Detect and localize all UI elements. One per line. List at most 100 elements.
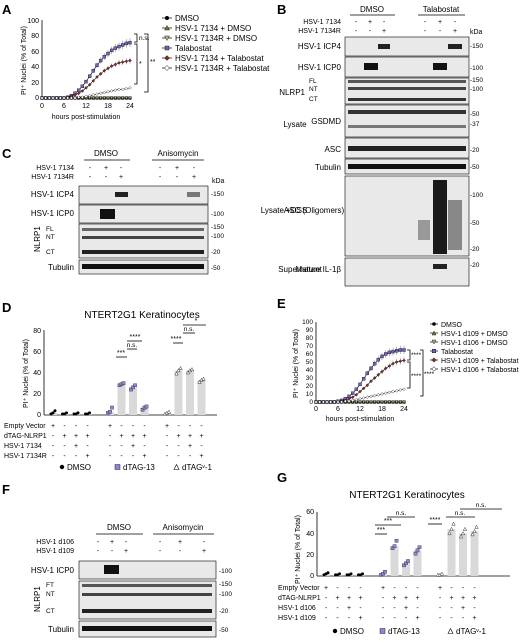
g-signs-sign: +: [347, 605, 351, 612]
e-legend-marker: [431, 366, 437, 372]
b-band: [348, 80, 466, 83]
g-signs-sign: -: [348, 585, 351, 592]
d-signs-sign: -: [177, 443, 180, 450]
e-yticks: 0 10 20 30 40 50 60 70 80 90 100: [302, 319, 313, 406]
b-group-label: Talabostat: [423, 5, 460, 14]
a-data-point: [80, 95, 85, 99]
e-xtick: 6: [336, 406, 340, 413]
g-bar: [459, 533, 467, 576]
d-row-label: HSV-1 7134R: [4, 453, 47, 460]
f-blot-icp0: [78, 560, 217, 580]
g-signs-sign: -: [450, 615, 453, 622]
e-xtick: 12: [356, 406, 364, 413]
g-signs-sign: +: [358, 595, 362, 602]
e-data-point: [350, 391, 355, 395]
b-band: [348, 87, 466, 90]
e-ytick: 100: [302, 319, 313, 326]
a-bracket: [134, 43, 138, 85]
a-data-point: [113, 46, 118, 50]
a-data-point: [120, 87, 125, 92]
e-data-point: [376, 393, 381, 397]
d-signs-sign: +: [176, 433, 180, 440]
a-data-point: [120, 43, 125, 47]
d-data-point: [76, 411, 80, 415]
e-sig: ****: [411, 373, 422, 380]
d-row-label: Empty Vector: [4, 423, 46, 430]
panel-b: DMSO Talabostat HSV-1 7134 HSV-1 7134R -…: [261, 5, 483, 287]
d-signs-sign: -: [86, 443, 89, 450]
g-signs-sign: +: [347, 595, 351, 602]
e-ytick: 50: [306, 359, 314, 366]
g-row-labels: Empty Vector dTAG-NLRP1 HSV-1 d106 HSV-1…: [278, 585, 321, 622]
g-data-point: [394, 539, 399, 543]
b-band: [378, 44, 390, 49]
f-signs-sign: +: [178, 539, 182, 546]
c-signs-sign: +: [104, 165, 108, 172]
c-band: [187, 192, 200, 197]
d-signs-sign: -: [143, 423, 146, 430]
g-data-point: [415, 548, 420, 553]
d-legend: DMSO dTAG-13 dTAGᵛ-1: [59, 463, 213, 472]
g-signs-sign: +: [438, 585, 442, 592]
panel-label-d: D: [2, 300, 11, 315]
a-xtick: 24: [126, 103, 134, 110]
panel-label-g: G: [277, 470, 287, 485]
e-xtick: 24: [400, 406, 408, 413]
b-band: [448, 200, 462, 250]
d-legend-entry: dTAG-13: [123, 463, 155, 472]
b-section-label: Supernatant: [278, 265, 322, 274]
e-data-point: [369, 400, 373, 404]
d-ytick: 0: [37, 412, 41, 419]
b-signs-sign: +: [453, 28, 457, 35]
g-sig-brackets: *** *** n.s. **** n.s. n.s.: [375, 502, 502, 535]
c-band-label: Tubulin: [48, 263, 74, 272]
b-section-label: Lysate +DSS: [261, 206, 308, 215]
panel-a-plot: [40, 20, 132, 100]
e-data-point: [317, 400, 322, 404]
b-marker: -150: [470, 77, 483, 84]
e-legend-entry: Talabostat: [441, 349, 473, 356]
d-signs-sign: +: [74, 433, 78, 440]
a-data-point: [113, 96, 118, 100]
c-blot-icp4: [78, 185, 209, 205]
g-data-point: [338, 572, 341, 576]
a-data-point: [40, 96, 44, 100]
e-data-point: [398, 400, 403, 404]
d-data-point: [88, 411, 91, 415]
c-kda: kDa: [212, 178, 225, 185]
b-signs-sign: +: [368, 19, 372, 26]
b-row-label: HSV-1 7134: [303, 19, 341, 26]
g-ytick: 20: [306, 552, 314, 559]
e-data-point: [391, 389, 395, 394]
f-group-label: DMSO: [107, 523, 131, 532]
e-data-point: [369, 366, 373, 371]
a-data-point: [109, 64, 114, 68]
d-legend-marker: [59, 464, 65, 470]
g-signs-sign: +: [324, 585, 328, 592]
e-sig: ****: [424, 371, 435, 378]
d-signs-sign: +: [131, 433, 135, 440]
e-data-point: [383, 400, 388, 404]
g-row-label: HSV-1 d109: [278, 615, 316, 622]
g-signs-sign: -: [393, 585, 396, 592]
d-ytick: 20: [33, 391, 41, 398]
a-data-point: [109, 96, 114, 100]
g-legend-marker: [379, 628, 386, 634]
d-signs-sign: -: [75, 423, 78, 430]
g-data-point: [458, 534, 464, 539]
c-signs-sign: +: [119, 174, 123, 181]
e-ytick: 0: [309, 399, 313, 406]
a-data-point: [91, 93, 96, 97]
d-data-point: [129, 387, 133, 392]
b-marker: -100: [470, 65, 483, 72]
c-band: [82, 228, 204, 231]
a-data-point: [84, 79, 88, 84]
d-row-label: dTAG-NLRP1: [4, 433, 47, 440]
d-signs-sign: -: [143, 443, 146, 450]
b-signs-sign: -: [424, 28, 427, 35]
g-signs-sign: +: [472, 595, 476, 602]
g-bar: [447, 529, 456, 576]
e-data-point: [383, 366, 388, 371]
c-row-label: HSV-1 7134: [36, 165, 74, 172]
